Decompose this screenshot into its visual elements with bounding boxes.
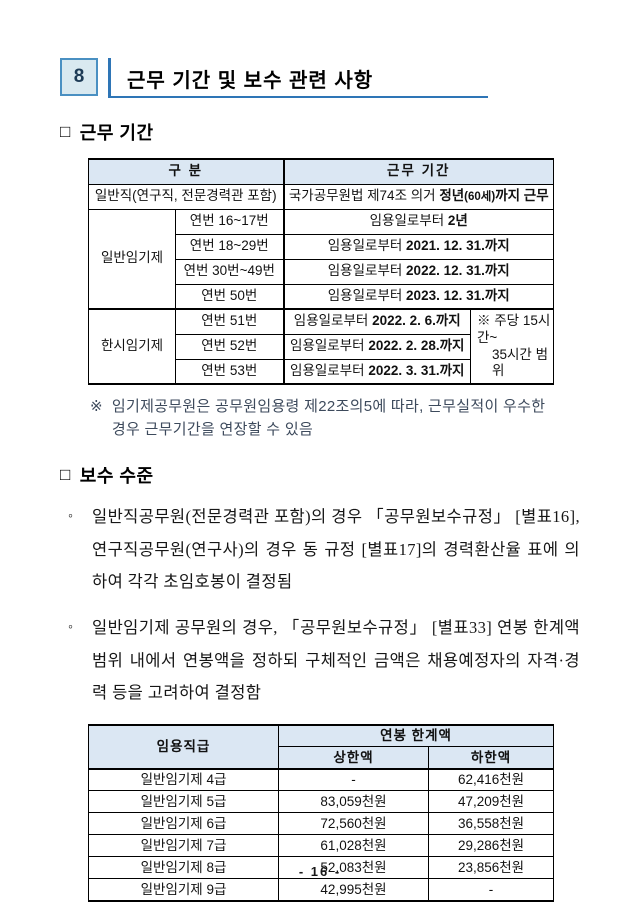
- table-row: 일반직(연구직, 전문경력관 포함) 국가공무원법 제74조 의거 정년(60세…: [88, 183, 554, 210]
- bullet-text: 일반임기제 공무원의 경우, 「공무원보수규정」 [별표33] 연봉 한계액 범…: [92, 617, 580, 703]
- col-header-grade: 임용직급: [88, 724, 279, 770]
- col-header-category: 구 분: [88, 158, 284, 185]
- section-number-badge: 8: [60, 58, 98, 96]
- cell-lower: -: [427, 878, 555, 902]
- cell-serial: 연번 52번: [175, 333, 284, 360]
- table-row: 연번 30번~49번 임용일로부터 2022. 12. 31.까지: [89, 258, 554, 285]
- cell-grade: 일반임기제 6급: [88, 812, 279, 836]
- square-marker-icon: □: [60, 465, 71, 484]
- work-period-table: 구 분 근무 기간 일반직(연구직, 전문경력관 포함) 국가공무원법 제74조…: [88, 158, 554, 385]
- page-title: 근무 기간 및 보수 관련 사항: [108, 58, 488, 98]
- cell-group1-label: 일반임기제: [88, 208, 176, 310]
- heading-label: 근무 기간: [79, 123, 154, 143]
- cell-serial: 연번 51번: [175, 308, 284, 335]
- table-row: 일반임기제 5급 83,059천원 47,209천원: [88, 790, 555, 814]
- cell-period: 임용일로부터 2023. 12. 31.까지: [282, 283, 554, 310]
- salary-limit-table: 임용직급 연봉 한계액 상한액 하한액 일반임기제 4급 - 62,416천원 …: [88, 723, 555, 902]
- page-number: - 16 -: [298, 864, 342, 879]
- cell-period: 임용일로부터 2021. 12. 31.까지: [282, 233, 554, 260]
- heading-work-period: □ 근무 기간: [60, 119, 580, 145]
- cell-period: 임용일로부터 2022. 12. 31.까지: [282, 258, 554, 285]
- heading-label: 보수 수준: [79, 466, 154, 486]
- cell-upper: 42,995천원: [278, 878, 429, 902]
- table-header-row: 임용직급 연봉 한계액: [88, 724, 555, 770]
- cell-upper: 52,083천원: [278, 856, 429, 880]
- cell-serial: 연번 16~17번: [175, 208, 284, 235]
- cell-upper: -: [278, 767, 429, 792]
- cell-lower: 47,209천원: [427, 790, 555, 814]
- cell-grade: 일반임기제 4급: [88, 767, 279, 792]
- col-header-limit-group: 연봉 한계액: [277, 724, 555, 748]
- pay-bullet-general: ◦ 일반직공무원(전문경력관 포함)의 경우 「공무원보수규정」 [별표16],…: [68, 501, 580, 599]
- table-row: 일반임기제 4급 - 62,416천원: [88, 767, 555, 792]
- cell-grade: 일반임기제 9급: [88, 878, 279, 902]
- table-row: 연번 18~29번 임용일로부터 2021. 12. 31.까지: [89, 233, 554, 260]
- section-banner: 8 근무 기간 및 보수 관련 사항: [60, 58, 580, 98]
- table-header-row: 구 분 근무 기간: [88, 158, 554, 185]
- col-header-upper: 상한액: [278, 746, 429, 770]
- cell-general-value: 국가공무원법 제74조 의거 정년(60세)까지 근무: [282, 183, 554, 210]
- reference-mark-icon: ※: [90, 398, 103, 415]
- cell-lower: 62,416천원: [427, 767, 555, 792]
- table-row: 일반임기제 6급 72,560천원 36,558천원: [88, 812, 555, 836]
- cell-upper: 72,560천원: [278, 812, 429, 836]
- table-row: 연번 50번 임용일로부터 2023. 12. 31.까지: [89, 283, 554, 310]
- cell-serial: 연번 18~29번: [175, 233, 284, 260]
- note-text: 임기제공무원은 공무원임용령 제22조의5에 따라, 근무실적이 우수한 경우 …: [111, 398, 546, 438]
- cell-grade: 일반임기제 5급: [88, 790, 279, 814]
- table-row: 한시임기제 연번 51번 임용일로부터 2022. 2. 6.까지 ※ 주당 1…: [88, 308, 554, 385]
- heading-pay-level: □ 보수 수준: [60, 462, 580, 488]
- cell-period: 임용일로부터 2년: [282, 208, 554, 235]
- cell-serial: 연번 50번: [175, 283, 284, 310]
- table-row: 연번 53번 임용일로부터 2022. 3. 31.까지: [89, 358, 554, 385]
- bullet-icon: ◦: [68, 509, 74, 524]
- square-marker-icon: □: [60, 122, 71, 141]
- col-header-period: 근무 기간: [282, 158, 554, 185]
- table-subheader-row: 상한액 하한액: [89, 746, 555, 770]
- cell-upper: 61,028천원: [278, 834, 429, 858]
- col-header-lower: 하한액: [427, 746, 555, 770]
- table-row: 일반임기제 9급 42,995천원 -: [88, 878, 555, 902]
- cell-group2-label: 한시임기제: [88, 308, 176, 385]
- cell-period: 임용일로부터 2022. 2. 6.까지: [282, 308, 471, 335]
- extension-note: ※ 임기제공무원은 공무원임용령 제22조의5에 따라, 근무실적이 우수한 경…: [90, 396, 580, 441]
- cell-period: 임용일로부터 2022. 3. 31.까지: [282, 358, 471, 385]
- cell-weekly-hours-note: ※ 주당 15시간~ 35시간 범위: [470, 308, 554, 385]
- cell-lower: 36,558천원: [427, 812, 555, 836]
- table-row: 일반임기제 7급 61,028천원 29,286천원: [88, 834, 555, 858]
- cell-serial: 연번 30번~49번: [175, 258, 284, 285]
- cell-period: 임용일로부터 2022. 2. 28.까지: [282, 333, 471, 360]
- pay-bullet-term: ◦ 일반임기제 공무원의 경우, 「공무원보수규정」 [별표33] 연봉 한계액…: [68, 612, 580, 710]
- bullet-icon: ◦: [68, 619, 74, 635]
- cell-general-label: 일반직(연구직, 전문경력관 포함): [88, 183, 284, 210]
- table-row: 일반임기제 연번 16~17번 임용일로부터 2년: [88, 208, 554, 310]
- cell-grade: 일반임기제 7급: [88, 834, 279, 858]
- bullet-text: 일반직공무원(전문경력관 포함)의 경우 「공무원보수규정」 [별표16], 연…: [92, 507, 580, 592]
- cell-lower: 29,286천원: [427, 834, 555, 858]
- cell-upper: 83,059천원: [278, 790, 429, 814]
- table-row: 연번 52번 임용일로부터 2022. 2. 28.까지: [89, 333, 554, 360]
- cell-serial: 연번 53번: [175, 358, 284, 385]
